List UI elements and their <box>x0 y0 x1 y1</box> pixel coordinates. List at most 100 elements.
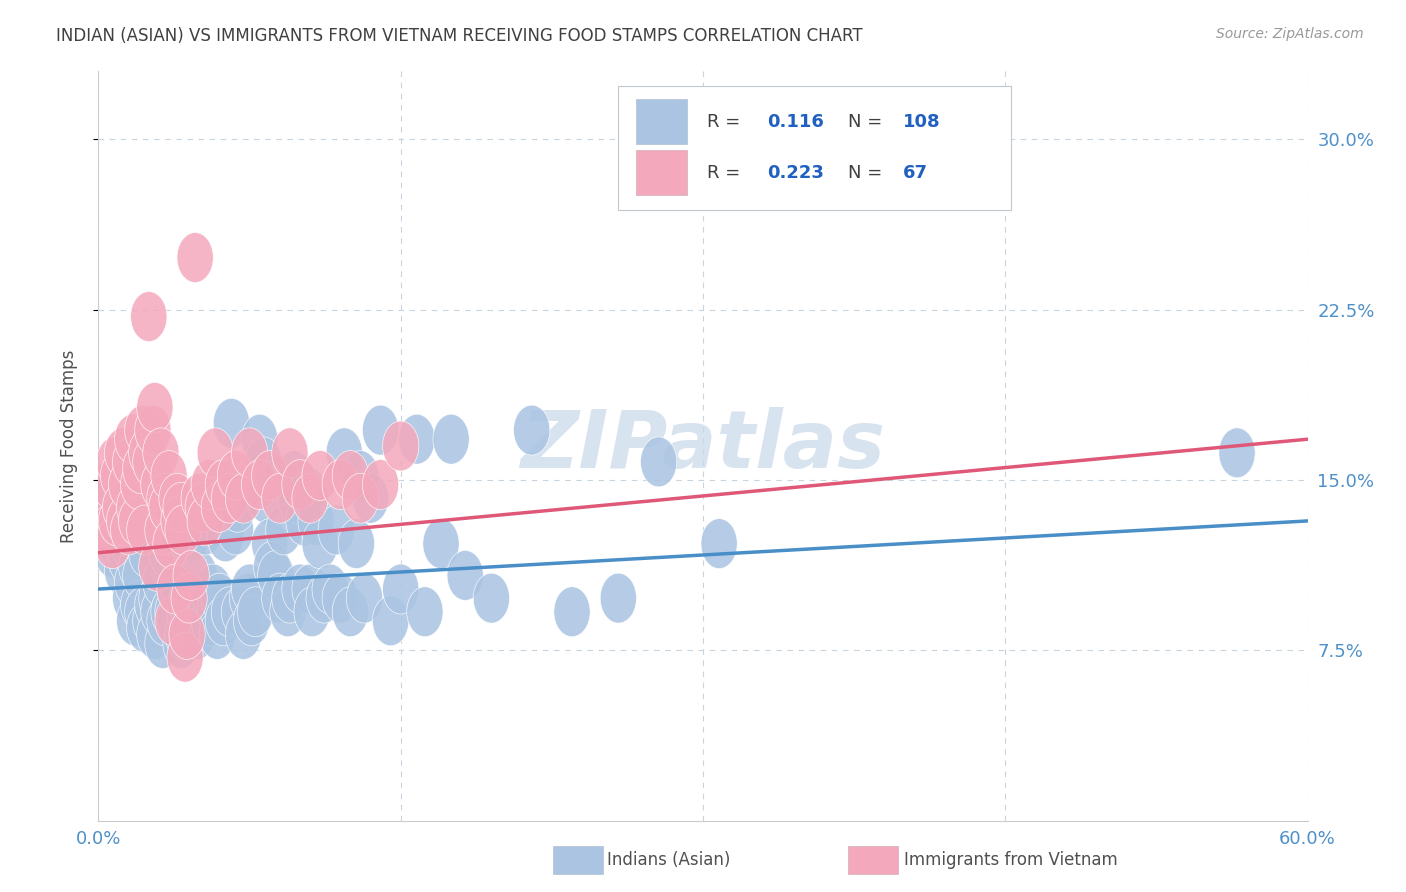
Ellipse shape <box>322 459 359 509</box>
Ellipse shape <box>262 574 298 624</box>
Ellipse shape <box>193 574 229 624</box>
Ellipse shape <box>702 518 737 568</box>
Ellipse shape <box>181 474 218 524</box>
FancyBboxPatch shape <box>637 100 688 144</box>
Ellipse shape <box>322 574 359 624</box>
Text: N =: N = <box>848 112 889 130</box>
Ellipse shape <box>281 564 318 614</box>
Ellipse shape <box>94 518 131 568</box>
Ellipse shape <box>145 505 181 555</box>
Ellipse shape <box>242 459 278 509</box>
Ellipse shape <box>292 474 328 524</box>
Ellipse shape <box>121 580 157 630</box>
Ellipse shape <box>332 450 368 500</box>
Text: Immigrants from Vietnam: Immigrants from Vietnam <box>904 851 1118 869</box>
Text: 0.223: 0.223 <box>768 163 824 181</box>
Ellipse shape <box>98 496 135 546</box>
Ellipse shape <box>153 518 190 568</box>
Ellipse shape <box>554 587 591 637</box>
Ellipse shape <box>143 558 179 607</box>
Ellipse shape <box>271 574 308 624</box>
Ellipse shape <box>278 474 314 524</box>
Ellipse shape <box>270 587 307 637</box>
Ellipse shape <box>107 512 143 562</box>
Ellipse shape <box>125 405 160 455</box>
Ellipse shape <box>302 450 339 500</box>
Ellipse shape <box>163 483 200 533</box>
Ellipse shape <box>93 500 129 550</box>
Ellipse shape <box>307 574 342 624</box>
Ellipse shape <box>186 596 221 646</box>
Ellipse shape <box>246 437 281 487</box>
Ellipse shape <box>399 414 434 464</box>
Text: ZIPatlas: ZIPatlas <box>520 407 886 485</box>
Ellipse shape <box>155 596 191 646</box>
Ellipse shape <box>513 405 550 455</box>
Ellipse shape <box>169 609 205 659</box>
Ellipse shape <box>127 603 163 653</box>
Ellipse shape <box>121 459 157 509</box>
Ellipse shape <box>298 496 335 546</box>
Ellipse shape <box>108 534 145 584</box>
Ellipse shape <box>157 596 193 646</box>
Ellipse shape <box>200 609 235 659</box>
Ellipse shape <box>211 587 247 637</box>
Ellipse shape <box>173 512 209 562</box>
Text: Source: ZipAtlas.com: Source: ZipAtlas.com <box>1216 27 1364 41</box>
Y-axis label: Receiving Food Stamps: Receiving Food Stamps <box>59 350 77 542</box>
Text: 108: 108 <box>903 112 941 130</box>
Ellipse shape <box>318 505 354 555</box>
Ellipse shape <box>363 405 399 455</box>
Ellipse shape <box>135 580 172 630</box>
Ellipse shape <box>447 550 484 600</box>
Ellipse shape <box>145 618 181 668</box>
Ellipse shape <box>214 399 250 449</box>
Ellipse shape <box>211 474 247 524</box>
Ellipse shape <box>197 428 233 478</box>
Ellipse shape <box>165 609 201 659</box>
Ellipse shape <box>146 596 183 646</box>
Ellipse shape <box>197 587 233 637</box>
Ellipse shape <box>112 437 149 487</box>
Ellipse shape <box>177 233 214 283</box>
Ellipse shape <box>183 587 219 637</box>
Ellipse shape <box>271 428 308 478</box>
Ellipse shape <box>111 505 146 555</box>
Ellipse shape <box>285 496 322 546</box>
Ellipse shape <box>229 574 266 624</box>
Ellipse shape <box>201 483 238 533</box>
Ellipse shape <box>353 474 388 524</box>
Ellipse shape <box>131 292 167 342</box>
Ellipse shape <box>382 564 419 614</box>
Ellipse shape <box>205 459 242 509</box>
Ellipse shape <box>169 574 205 624</box>
Ellipse shape <box>103 505 139 555</box>
Ellipse shape <box>97 437 132 487</box>
Ellipse shape <box>167 587 204 637</box>
Ellipse shape <box>207 512 243 562</box>
Ellipse shape <box>100 450 136 500</box>
Ellipse shape <box>155 587 191 637</box>
Ellipse shape <box>290 467 326 516</box>
Ellipse shape <box>252 518 288 568</box>
Ellipse shape <box>312 564 349 614</box>
Ellipse shape <box>157 564 193 614</box>
Ellipse shape <box>167 632 204 682</box>
Ellipse shape <box>218 450 253 500</box>
Ellipse shape <box>342 474 378 524</box>
Text: R =: R = <box>707 163 745 181</box>
Text: Indians (Asian): Indians (Asian) <box>607 851 731 869</box>
Ellipse shape <box>266 505 302 555</box>
Ellipse shape <box>97 489 132 539</box>
Ellipse shape <box>195 564 232 614</box>
Text: 67: 67 <box>903 163 928 181</box>
Ellipse shape <box>146 474 183 524</box>
Ellipse shape <box>141 587 177 637</box>
Ellipse shape <box>135 405 172 455</box>
Ellipse shape <box>149 528 186 578</box>
Ellipse shape <box>94 528 131 578</box>
Ellipse shape <box>90 505 127 555</box>
Ellipse shape <box>346 574 382 624</box>
Ellipse shape <box>201 574 238 624</box>
Ellipse shape <box>118 541 155 591</box>
